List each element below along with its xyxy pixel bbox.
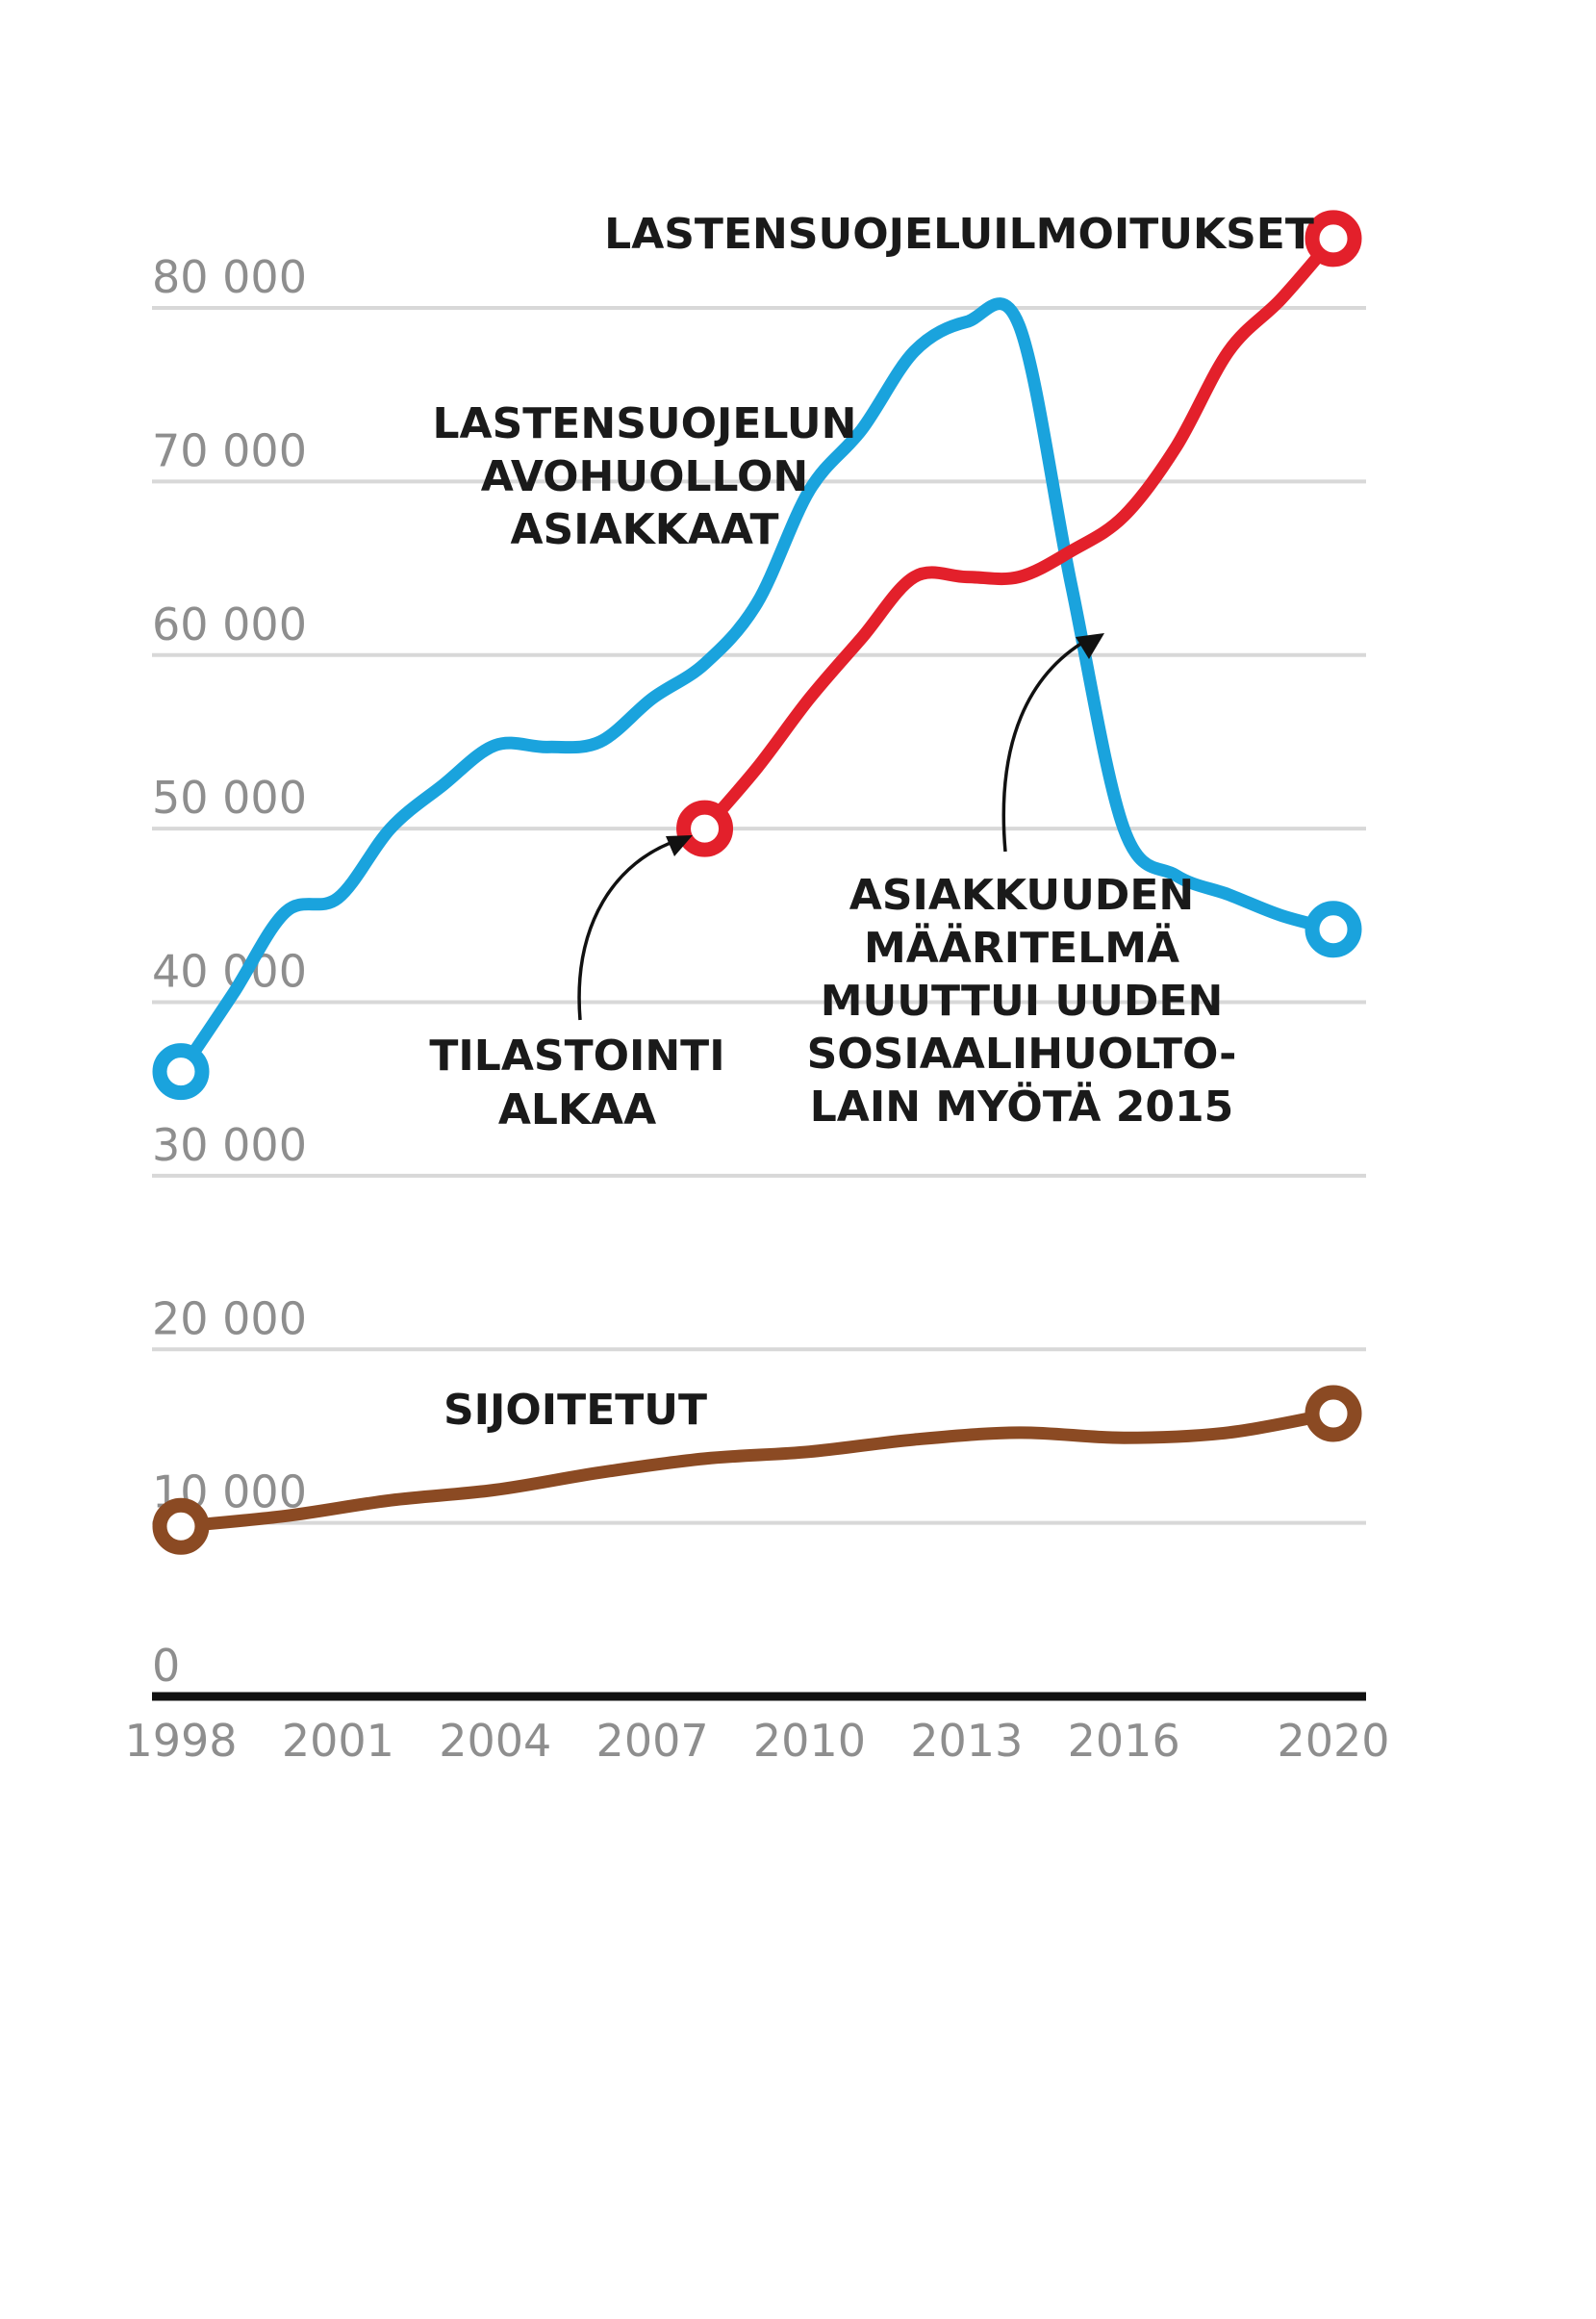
x-axis-ticks: 1998 2001 2004 2007 2010 2013 2016 2020	[124, 1715, 1389, 1767]
y-tick-label: 70 000	[152, 424, 307, 476]
y-tick-label: 80 000	[152, 251, 307, 303]
y-tick-label: 20 000	[152, 1292, 307, 1344]
y-tick-label: 30 000	[152, 1119, 307, 1171]
series-endpoint-sijoitetut-end	[1305, 1385, 1362, 1442]
avohuolto-label-line-3: ASIAKKAAT	[510, 505, 778, 554]
asiakkuus-label-line-1: ASIAKKUUDEN	[849, 871, 1194, 920]
y-tick-label: 50 000	[152, 772, 307, 824]
series-endpoint-avohuolto-start	[152, 1043, 210, 1101]
asiakkuus-arrowhead	[1076, 633, 1104, 659]
asiakkuus-label-line-2: MÄÄRITELMÄ	[864, 922, 1179, 973]
x-tick-label: 2010	[753, 1715, 866, 1767]
tilastointi-arrow	[577, 838, 679, 1021]
asiakkuus-label-line-4: SOSIAALIHUOLTO-	[807, 1030, 1237, 1079]
annotation-arrows	[577, 633, 1104, 1021]
series-lines	[152, 210, 1362, 1555]
ilmoitukset-label: LASTENSUOJELUILMOITUKSET	[604, 210, 1314, 259]
x-tick-label: 1998	[124, 1715, 237, 1767]
series-line-sijoitetut	[174, 1407, 1340, 1533]
x-tick-label: 2020	[1277, 1715, 1389, 1767]
series-endpoint-sijoitetut-start	[152, 1497, 210, 1555]
tilastointi-arrowhead	[666, 835, 693, 856]
avohuolto-label-line-2: AVOHUOLLON	[481, 452, 808, 501]
tilastointi-label-line-1: TILASTOINTI	[429, 1032, 724, 1081]
y-tick-label: 60 000	[152, 599, 307, 650]
asiakkuus-arrow	[1001, 638, 1088, 853]
tilastointi-label-line-2: ALKAA	[498, 1085, 656, 1134]
sijoitetut-label: SIJOITETUT	[443, 1386, 707, 1435]
y-tick-label: 0	[152, 1640, 180, 1692]
x-tick-label: 2007	[596, 1715, 709, 1767]
gridlines	[152, 306, 1366, 1701]
x-tick-label: 2016	[1068, 1715, 1180, 1767]
series-endpoint-avohuolto-end	[1305, 901, 1362, 958]
asiakkuus-label-line-3: MUUTTUI UUDEN	[821, 977, 1224, 1026]
x-tick-label: 2001	[282, 1715, 394, 1767]
annotations: LASTENSUOJELUILMOITUKSET LASTENSUOJELUN …	[429, 210, 1313, 1435]
series-endpoint-ilmoitukset-end	[1305, 210, 1362, 268]
series-line-ilmoitukset	[698, 232, 1340, 835]
x-tick-label: 2004	[439, 1715, 551, 1767]
asiakkuus-label-line-5: LAIN MYÖTÄ 2015	[810, 1081, 1234, 1132]
series-line-avohuolto	[174, 297, 1340, 1079]
series-endpoint-ilmoitukset-start	[676, 800, 734, 857]
x-tick-label: 2013	[910, 1715, 1023, 1767]
avohuolto-label-line-1: LASTENSUOJELUN	[433, 399, 857, 448]
